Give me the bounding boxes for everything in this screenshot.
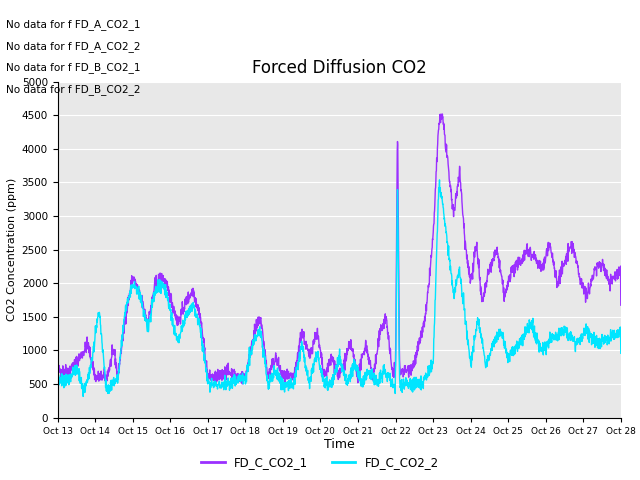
Text: No data for f FD_A_CO2_2: No data for f FD_A_CO2_2 — [6, 41, 141, 52]
Text: No data for f FD_B_CO2_2: No data for f FD_B_CO2_2 — [6, 84, 141, 95]
Y-axis label: CO2 Concentration (ppm): CO2 Concentration (ppm) — [8, 178, 17, 321]
Text: No data for f FD_A_CO2_1: No data for f FD_A_CO2_1 — [6, 19, 141, 30]
Title: Forced Diffusion CO2: Forced Diffusion CO2 — [252, 59, 427, 77]
Legend: FD_C_CO2_1, FD_C_CO2_2: FD_C_CO2_1, FD_C_CO2_2 — [196, 452, 444, 474]
X-axis label: Time: Time — [324, 438, 355, 451]
Text: No data for f FD_B_CO2_1: No data for f FD_B_CO2_1 — [6, 62, 141, 73]
